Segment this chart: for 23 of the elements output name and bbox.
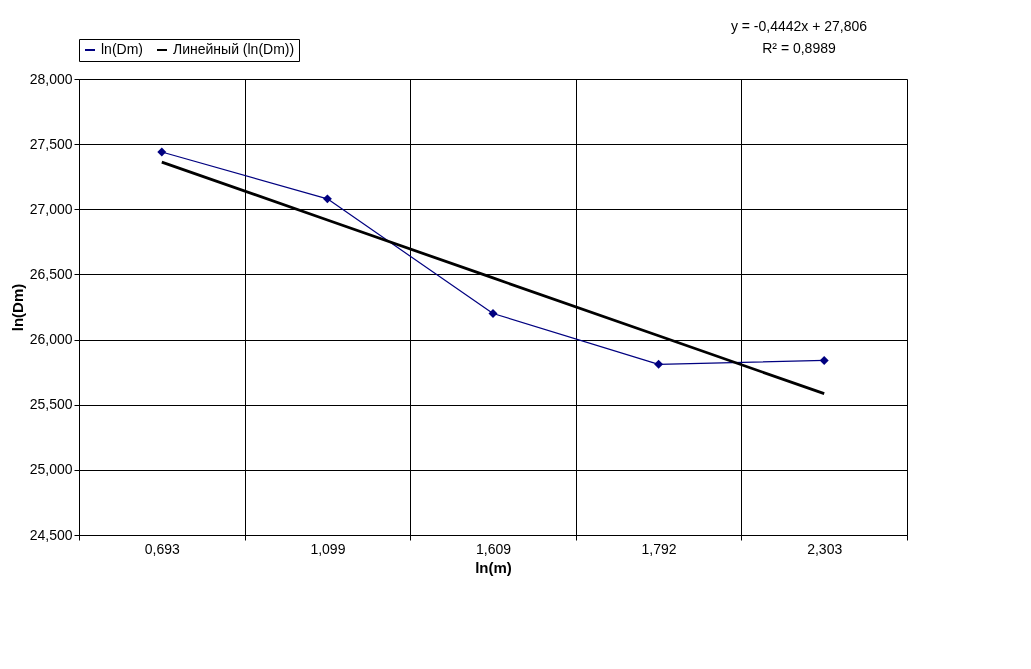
x-tick-label: 1,609 [475,540,512,557]
y-tick-label: 25,500 [29,396,73,413]
legend-label: Линейный (ln(Dm)) [173,41,295,57]
legend-label: ln(Dm) [101,41,143,57]
x-axis-title: ln(m) [475,558,512,576]
y-tick-label: 26,500 [29,265,73,282]
y-tick-label: 25,000 [29,461,73,478]
text: R² = 0,8989 [762,40,836,56]
y-tick-label: 27,500 [29,135,73,152]
point [819,355,829,365]
text: y = -0,4442x + 27,806 [730,18,868,34]
point [157,147,167,157]
x-tick-label: 2,303 [807,540,843,557]
y-axis-title: ln(Dm) [8,283,26,332]
y-tick-label: 27,000 [29,200,73,217]
point [322,194,332,204]
x-tick-label: 1,792 [641,540,677,557]
x-tick-label: 1,099 [310,540,346,557]
point [654,359,664,369]
y-tick-label: 28,000 [29,70,73,87]
x-tick-label: 0,693 [144,540,181,557]
y-tick-label: 24,500 [29,526,73,543]
y-tick-label: 26,000 [29,331,73,348]
